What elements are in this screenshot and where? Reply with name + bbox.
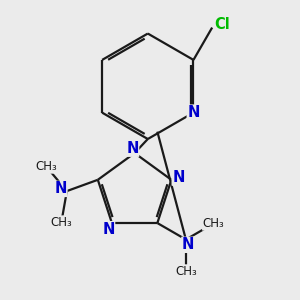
Text: N: N bbox=[55, 182, 67, 196]
Text: CH₃: CH₃ bbox=[36, 160, 57, 173]
Text: N: N bbox=[172, 170, 184, 185]
Text: Cl: Cl bbox=[214, 16, 230, 32]
Text: N: N bbox=[182, 237, 194, 252]
Text: N: N bbox=[126, 141, 139, 156]
Text: N: N bbox=[102, 222, 115, 237]
Text: CH₃: CH₃ bbox=[202, 217, 224, 230]
Text: N: N bbox=[187, 105, 200, 120]
Text: CH₃: CH₃ bbox=[175, 265, 197, 278]
Text: CH₃: CH₃ bbox=[50, 216, 72, 229]
